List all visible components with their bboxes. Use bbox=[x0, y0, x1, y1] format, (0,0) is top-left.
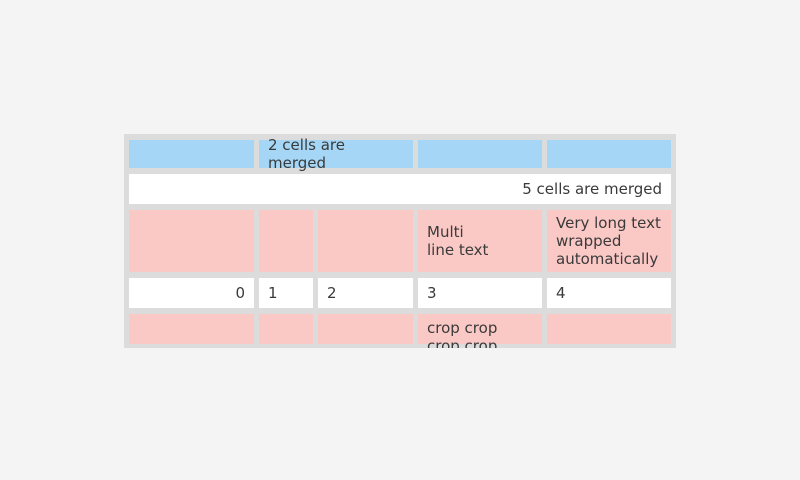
cell-r3-number-0[interactable]: 0 bbox=[129, 278, 254, 308]
cell-r2-c2[interactable] bbox=[318, 210, 413, 272]
table-widget: 2 cells are merged 5 cells are merged Mu… bbox=[124, 134, 676, 348]
cell-r4-c2[interactable] bbox=[318, 314, 413, 344]
cell-r4-c0[interactable] bbox=[129, 314, 254, 344]
cell-r3-number-4[interactable]: 4 bbox=[547, 278, 671, 308]
cell-r0-c0[interactable] bbox=[129, 140, 254, 168]
cell-r2-c0[interactable] bbox=[129, 210, 254, 272]
cell-r2-c1[interactable] bbox=[259, 210, 313, 272]
cell-r0-merged2[interactable]: 2 cells are merged bbox=[259, 136, 413, 172]
cell-r3-number-2[interactable]: 2 bbox=[318, 278, 413, 308]
cell-r2-multiline[interactable]: Multi line text bbox=[418, 210, 542, 272]
cell-r1-merged5[interactable]: 5 cells are merged bbox=[129, 174, 671, 204]
cell-r3-number-3[interactable]: 3 bbox=[418, 278, 542, 308]
cell-r3-number-1[interactable]: 1 bbox=[259, 278, 313, 308]
cell-r2-wrapped[interactable]: Very long text wrapped automatically bbox=[547, 210, 671, 272]
cell-r4-c1[interactable] bbox=[259, 314, 313, 344]
table-grid: 2 cells are merged 5 cells are merged Mu… bbox=[129, 136, 671, 348]
cell-r0-c3[interactable] bbox=[418, 140, 542, 168]
cell-r4-crop[interactable]: crop crop crop crop bbox=[418, 314, 542, 348]
cell-r0-c4[interactable] bbox=[547, 140, 671, 168]
cell-r4-c4[interactable] bbox=[547, 314, 671, 344]
